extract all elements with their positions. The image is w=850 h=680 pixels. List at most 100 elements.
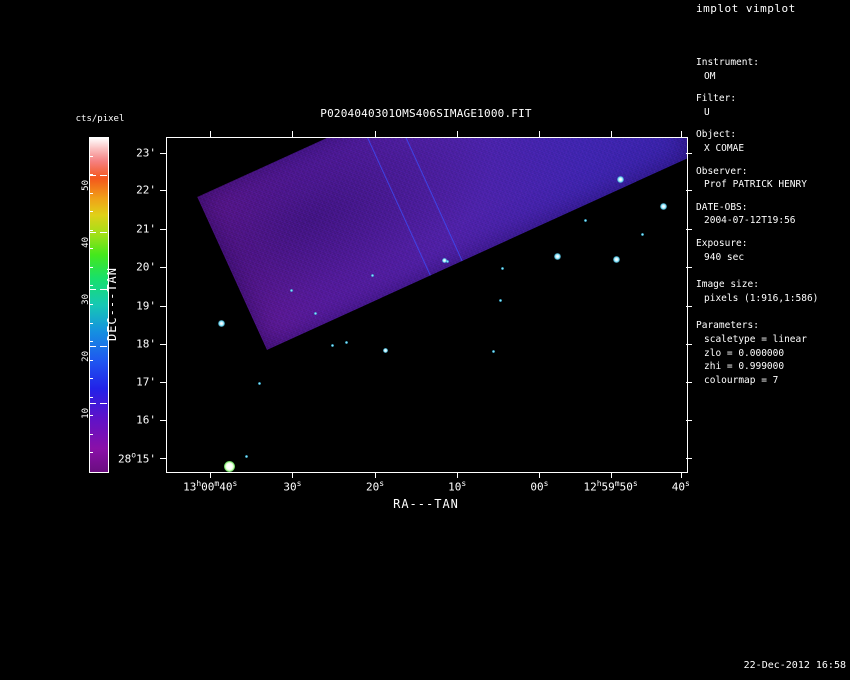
parameter-zlo: zlo = 0.000000: [704, 347, 785, 359]
colorbar-minor-tick: [89, 378, 93, 380]
x-axis-tick-label: 30s: [283, 479, 302, 494]
y-axis-tick-label: 21': [136, 222, 156, 236]
colorbar-minor-tick: [89, 248, 93, 250]
colorbar-tick-40: [100, 232, 107, 234]
x-axis-tick-label: 40s: [671, 479, 690, 494]
x-axis-tick-label: 00s: [530, 479, 549, 494]
point-source: [217, 319, 225, 327]
y-axis-tick: [160, 228, 166, 230]
x-axis-tick-label: 13h00m40s: [183, 479, 238, 494]
y-axis-tick-right: [686, 228, 692, 230]
y-axis-tick: [160, 190, 166, 192]
colorbar-tick-10: [100, 402, 107, 404]
colorbar-minor-tick: [89, 211, 93, 213]
colorbar-minor-tick: [89, 155, 93, 157]
point-source: [499, 299, 503, 303]
object-key: Object:: [696, 129, 737, 141]
colorbar-tick-10: [89, 402, 96, 404]
x-axis-tick-label: 12h59m50s: [583, 479, 638, 494]
colorbar-tick-label-30: 30: [81, 293, 91, 305]
x-axis-tick-label: 20s: [365, 479, 385, 494]
colorbar-tick-40: [89, 232, 96, 234]
filter-key: Filter:: [696, 93, 737, 105]
colorbar-minor-tick: [89, 229, 93, 231]
point-source: [313, 311, 317, 315]
colorbar-minor-tick: [89, 359, 93, 361]
colorbar-minor-tick: [89, 174, 93, 176]
x-axis-tick-top: [375, 131, 377, 137]
y-axis-tick-right: [686, 305, 692, 307]
y-axis-tick-right: [686, 344, 692, 346]
info-group-exposure: Exposure: 940 sec: [696, 237, 850, 264]
x-axis-tick-top: [457, 131, 459, 137]
x-axis-tick: [457, 472, 459, 478]
colorbar-tick-label-10: 10: [81, 407, 91, 419]
filter-value: U: [704, 106, 710, 118]
colorbar-minor-tick: [89, 304, 93, 305]
x-axis-tick-top: [610, 131, 612, 137]
info-group-dateobs: DATE-OBS: 2004-07-12T19:56: [696, 201, 850, 228]
y-axis-tick: [160, 420, 166, 422]
colorbar-gradient: [89, 137, 109, 473]
y-axis-tick-label: 16': [136, 413, 156, 427]
parameter-scaletype: scaletype = linear: [704, 333, 807, 345]
x-axis-tick: [610, 472, 612, 478]
y-axis-tick-right: [686, 458, 692, 460]
parameters-key: Parameters:: [696, 320, 759, 332]
info-group-imagesize: Image size: pixels (1:916,1:586): [696, 278, 850, 305]
point-source: [613, 255, 621, 263]
y-axis-tick-label: 22': [136, 183, 156, 197]
colorbar-minor-tick: [89, 285, 93, 287]
point-source: [290, 289, 294, 293]
y-axis-tick-right: [686, 152, 692, 154]
point-source: [344, 341, 348, 345]
render-timestamp: 22-Dec-2012 16:58: [743, 660, 846, 671]
x-axis-tick-top: [292, 131, 294, 137]
colorbar-tick-30: [100, 288, 107, 290]
observer-key: Observer:: [696, 165, 748, 177]
x-axis-tick: [292, 472, 294, 478]
point-source: [491, 349, 495, 353]
y-axis-tick-label: 19': [136, 299, 156, 313]
y-axis-tick: [160, 344, 166, 346]
colorbar-group: cts/pixel: [70, 114, 130, 474]
y-axis-tick-label: 28o15': [118, 450, 156, 466]
sky-image-plot[interactable]: [166, 137, 688, 473]
info-group-observer: Observer: Prof PATRICK HENRY: [696, 165, 850, 192]
observer-value: Prof PATRICK HENRY: [704, 179, 807, 191]
point-source: [258, 381, 262, 385]
point-source: [660, 202, 668, 210]
dateobs-key: DATE-OBS:: [696, 201, 748, 213]
y-axis-tick: [160, 305, 166, 307]
y-axis-tick-label: 18': [136, 337, 156, 351]
x-axis-tick-top: [210, 131, 212, 137]
info-group-object: Object: X COMAE: [696, 128, 850, 155]
point-source: [583, 219, 587, 223]
point-source: [553, 253, 561, 261]
info-group-instrument: Instrument: OM: [696, 56, 850, 83]
y-axis-tick: [160, 458, 166, 460]
colorbar-tick-label-20: 20: [81, 350, 91, 362]
instrument-value: OM: [704, 70, 716, 82]
x-axis-tick: [375, 472, 377, 478]
colorbar-minor-tick: [89, 452, 93, 454]
x-axis-tick: [210, 472, 212, 478]
y-axis-title: DEC---TAN: [105, 266, 119, 342]
point-source: [446, 260, 450, 264]
info-group-parameters: Parameters: scaletype = linear zlo = 0.0…: [696, 319, 850, 387]
colorbar-minor-tick: [89, 396, 93, 398]
colorbar-tick-30: [89, 288, 96, 290]
x-axis-title: RA---TAN: [393, 497, 459, 511]
colorbar-minor-tick: [89, 415, 93, 417]
y-axis-tick: [160, 267, 166, 269]
plot-title: P0204040301OMS406SIMAGE1000.FIT: [320, 107, 532, 120]
colorbar-caption-label: cts/pixel: [75, 114, 125, 124]
detector-field-image: [197, 138, 687, 350]
point-source: [641, 233, 645, 237]
y-axis-tick: [160, 152, 166, 154]
observation-info-panel: Instrument: OM Filter: U Object: X COMAE…: [696, 56, 850, 396]
imagesize-key: Image size:: [696, 279, 759, 291]
y-axis-tick-label: 17': [136, 375, 156, 389]
colorbar-minor-tick: [89, 266, 93, 268]
y-axis-tick-right: [686, 190, 692, 192]
